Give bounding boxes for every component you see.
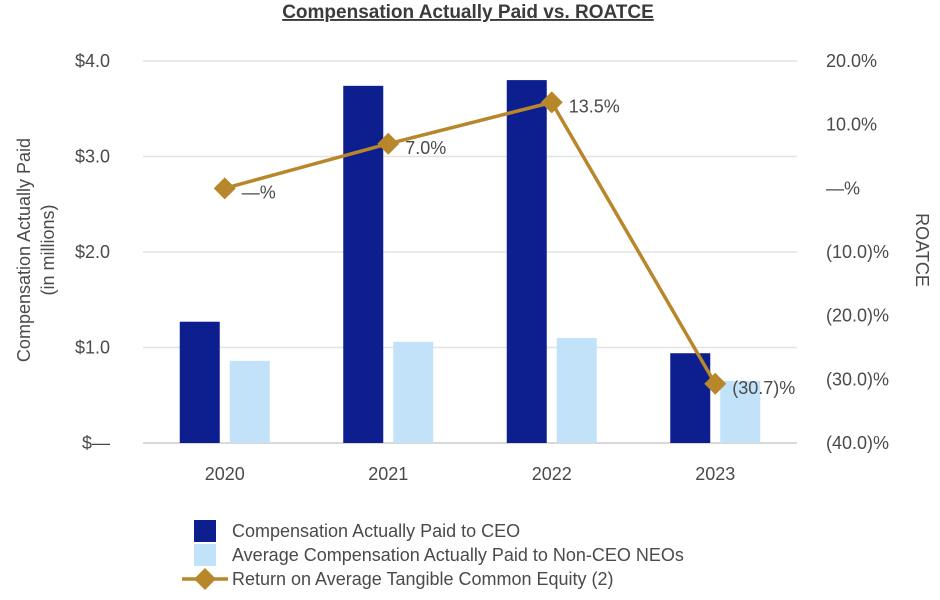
roatce-data-label: 13.5% bbox=[569, 96, 620, 116]
y2-tick-label: 10.0% bbox=[826, 115, 877, 135]
y-tick-label: $2.0 bbox=[75, 242, 110, 262]
bar-series-1 bbox=[506, 80, 547, 443]
legend-label: Return on Average Tangible Common Equity… bbox=[232, 569, 614, 589]
bar-series-2 bbox=[229, 360, 270, 443]
y-axis-label-line2: (in millions) bbox=[38, 204, 58, 295]
bar-series-1 bbox=[343, 85, 384, 443]
y2-tick-label: (30.0)% bbox=[826, 369, 889, 389]
bar-series-2 bbox=[720, 380, 761, 443]
x-tick-label: 2021 bbox=[368, 464, 408, 484]
roatce-data-label: —% bbox=[242, 182, 276, 202]
legend-label: Average Compensation Actually Paid to No… bbox=[232, 545, 684, 565]
roatce-line bbox=[224, 100, 717, 385]
legend-swatch bbox=[194, 520, 216, 542]
roatce-marker bbox=[213, 177, 236, 200]
roatce-data-label: 7.0% bbox=[405, 138, 446, 158]
y2-tick-label: (20.0)% bbox=[826, 306, 889, 326]
y-axis-label-line1: Compensation Actually Paid bbox=[14, 138, 34, 362]
bar-series-1 bbox=[179, 321, 220, 443]
x-tick-label: 2023 bbox=[695, 464, 735, 484]
y2-tick-label: (10.0)% bbox=[826, 242, 889, 262]
y-tick-label: $3.0 bbox=[75, 147, 110, 167]
bars-layer bbox=[179, 80, 761, 443]
line-layer: —% 7.0% 13.5% (30.7)% bbox=[213, 91, 795, 398]
y-tick-label: $4.0 bbox=[75, 51, 110, 71]
y2-axis-label: ROATCE bbox=[912, 213, 932, 287]
roatce-marker bbox=[377, 132, 400, 155]
x-tick-label: 2020 bbox=[205, 464, 245, 484]
y2-tick-label: 20.0% bbox=[826, 51, 877, 71]
roatce-marker bbox=[704, 372, 727, 395]
roatce-marker bbox=[540, 91, 563, 114]
legend-marker bbox=[194, 568, 216, 590]
x-tick-label: 2022 bbox=[532, 464, 572, 484]
bar-series-1 bbox=[670, 353, 711, 443]
legend-swatch bbox=[194, 544, 216, 566]
roatce-data-label: (30.7)% bbox=[732, 378, 795, 398]
y-tick-label: $1.0 bbox=[75, 338, 110, 358]
y2-tick-label: (40.0)% bbox=[826, 433, 889, 453]
legend-label: Compensation Actually Paid to CEO bbox=[232, 521, 520, 541]
y2-tick-label: —% bbox=[826, 178, 860, 198]
y-tick-label: $— bbox=[82, 433, 110, 453]
bar-series-2 bbox=[556, 337, 597, 443]
chart-title: Compensation Actually Paid vs. ROATCE bbox=[282, 2, 654, 23]
ticks-layer: $— $1.0 $2.0 $3.0 $4.0 20.0% 10.0% —% (10.0)% (20… bbox=[75, 51, 889, 484]
bar-series-2 bbox=[393, 341, 434, 443]
legend: Compensation Actually Paid to CEO Average… bbox=[182, 520, 684, 590]
